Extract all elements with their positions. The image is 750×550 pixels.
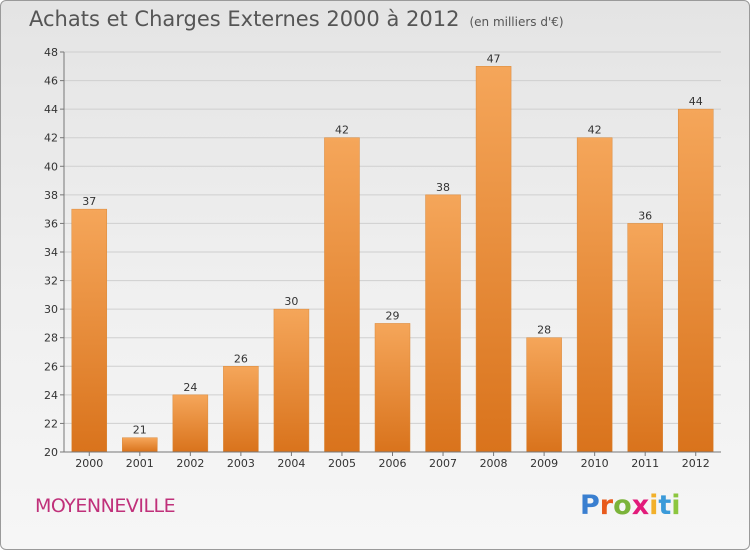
logo-letter: t bbox=[658, 490, 672, 521]
y-tick-label: 28 bbox=[44, 332, 58, 345]
bar-2009 bbox=[526, 337, 562, 453]
bar-2011 bbox=[627, 223, 663, 453]
x-tick-label: 2007 bbox=[429, 457, 457, 470]
x-tick-label: 2008 bbox=[480, 457, 508, 470]
y-tick-label: 42 bbox=[44, 132, 58, 145]
logo-letter: i bbox=[671, 490, 681, 521]
y-tick-label: 34 bbox=[44, 246, 58, 259]
x-tick-label: 2011 bbox=[631, 457, 659, 470]
y-tick-label: 48 bbox=[44, 46, 58, 59]
bar-2008 bbox=[475, 66, 512, 453]
bar-value-label: 36 bbox=[638, 209, 652, 222]
bar-2006 bbox=[374, 323, 411, 453]
y-tick-label: 22 bbox=[44, 417, 58, 430]
logo-letter: r bbox=[599, 490, 614, 521]
bar-value-label: 21 bbox=[133, 424, 147, 437]
bar-value-label: 38 bbox=[436, 181, 450, 194]
x-tick-label: 2010 bbox=[581, 457, 609, 470]
bar-2012 bbox=[677, 108, 714, 453]
bar-2001 bbox=[122, 437, 158, 453]
bar-value-label: 24 bbox=[183, 381, 197, 394]
x-axis: 2000 2001 2002 2003 2004 2005 2006 2007 2008 2009… bbox=[64, 451, 721, 470]
title-text: Achats et Charges Externes 2000 à 2012 bbox=[29, 7, 460, 31]
bar-2005 bbox=[324, 137, 360, 453]
bar-value-label: 29 bbox=[386, 309, 400, 322]
y-tick-label: 46 bbox=[44, 75, 58, 88]
x-tick-label: 2000 bbox=[75, 457, 103, 470]
bar-value-label: 44 bbox=[689, 95, 703, 108]
bar-2003 bbox=[223, 366, 259, 453]
y-tick-label: 44 bbox=[44, 103, 58, 116]
y-tick-label: 20 bbox=[44, 446, 58, 459]
commune-name: MOYENNEVILLE bbox=[35, 495, 176, 517]
y-axis: 20 22 24 26 28 30 32 34 36 38 40 42 44 46 48 bbox=[44, 46, 65, 459]
bar-2007 bbox=[425, 194, 461, 453]
logo-letter: o bbox=[613, 490, 632, 521]
y-tick-label: 32 bbox=[44, 275, 58, 288]
bar-value-label: 30 bbox=[284, 295, 298, 308]
y-tick-label: 26 bbox=[44, 360, 58, 373]
logo-letter: i bbox=[649, 490, 659, 521]
bar-value-label: 26 bbox=[234, 352, 248, 365]
y-tick-label: 36 bbox=[44, 217, 58, 230]
y-tick-label: 40 bbox=[44, 160, 58, 173]
logo-letter: P bbox=[580, 490, 600, 521]
bar-value-label: 42 bbox=[588, 124, 602, 137]
chart-title: Achats et Charges Externes 2000 à 2012 (e… bbox=[29, 7, 564, 31]
bar-2000 bbox=[71, 208, 108, 453]
chart-subtitle: (en milliers d'€) bbox=[469, 15, 564, 29]
x-tick-label: 2009 bbox=[530, 457, 558, 470]
bar-2004 bbox=[273, 308, 310, 453]
x-tick-label: 2005 bbox=[328, 457, 356, 470]
x-tick-label: 2004 bbox=[277, 457, 305, 470]
proxiti-logo[interactable]: Proxiti bbox=[580, 490, 681, 521]
bar-2002 bbox=[172, 394, 209, 453]
bar-value-label: 28 bbox=[537, 324, 551, 337]
x-tick-label: 2003 bbox=[227, 457, 255, 470]
logo-letter: x bbox=[631, 490, 650, 521]
x-tick-label: 2002 bbox=[176, 457, 204, 470]
y-tick-label: 24 bbox=[44, 389, 58, 402]
x-tick-label: 2012 bbox=[682, 457, 710, 470]
bar-2010 bbox=[576, 137, 613, 453]
bars-group: 37 21 24 26 30 42 29 38 47 28 42 36 44 bbox=[71, 52, 714, 453]
bar-value-label: 37 bbox=[82, 195, 96, 208]
x-tick-label: 2006 bbox=[379, 457, 407, 470]
x-tick-label: 2001 bbox=[126, 457, 154, 470]
bar-value-label: 42 bbox=[335, 124, 349, 137]
y-tick-label: 30 bbox=[44, 303, 58, 316]
y-tick-label: 38 bbox=[44, 189, 58, 202]
bar-value-label: 47 bbox=[487, 52, 501, 65]
